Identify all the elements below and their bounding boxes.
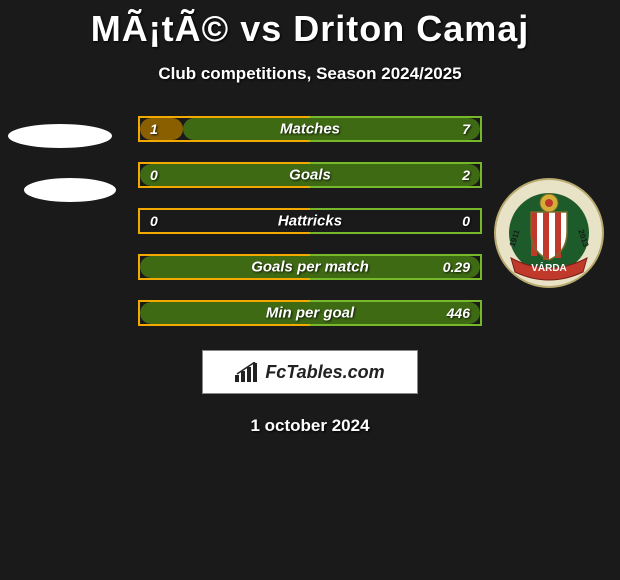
stat-row: Hattricks0 0 [138,208,482,234]
stat-label: Hattricks [140,213,480,230]
stat-row: Matches17 [138,116,482,142]
stats-container: Matches17 Goals02 Hattricks0 0 Goals per mat… [138,116,482,326]
stat-fill-right [140,302,480,324]
subtitle: Club competitions, Season 2024/2025 [0,64,620,84]
stat-fill-right [140,164,480,186]
date-text: 1 october 2024 [0,416,620,436]
brand-box[interactable]: FcTables.com [202,350,418,394]
placeholder-ellipse [8,124,112,148]
brand-text: FcTables.com [265,362,384,383]
stat-row: Min per goal446 [138,300,482,326]
crest-city: VÁRDA [531,261,567,274]
stat-fill-right [183,118,481,140]
bar-chart-icon [235,362,259,382]
page-title: MÃ¡tÃ© vs Driton Camaj [0,0,620,50]
stat-value-right: 0 [462,213,470,229]
stat-value-left: 0 [150,213,158,229]
stat-fill-left [140,118,183,140]
stat-row: Goals per match0.29 [138,254,482,280]
stat-fill-right [140,256,480,278]
placeholder-ellipse [24,178,116,202]
stat-row: Goals02 [138,162,482,188]
club-crest: VÁRDA 1911 2013 [494,178,604,288]
